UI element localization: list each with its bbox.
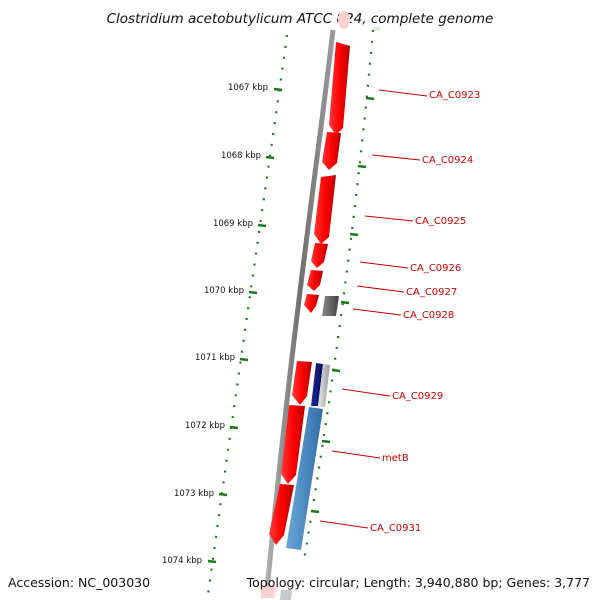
tick-1070 xyxy=(248,290,258,295)
leader-metB xyxy=(331,450,381,459)
gene-CA_C0928[interactable] xyxy=(304,294,319,313)
tick-1067 xyxy=(273,87,283,92)
label-leader-lines xyxy=(319,89,428,529)
kbp-label-1068: 1068 kbp xyxy=(221,151,261,161)
tick-1074 xyxy=(207,559,217,564)
kbp-label-1072: 1072 kbp xyxy=(185,421,225,431)
gene-CA_C0931[interactable] xyxy=(269,484,294,545)
faint-bottom-feature xyxy=(260,586,276,598)
leader-CA_C0929 xyxy=(341,388,391,397)
outer-dotted-ring xyxy=(302,29,375,561)
outer-tick-3 xyxy=(349,232,359,237)
gene-CA_C0929[interactable] xyxy=(292,361,312,405)
outer-tick-6 xyxy=(321,439,331,444)
blue-feature[interactable] xyxy=(286,407,323,550)
top-fragment-mark xyxy=(338,11,350,29)
tick-1068 xyxy=(265,155,275,160)
gene-label-CA_C0926[interactable]: CA_C0926 xyxy=(410,263,461,274)
genome-backbone xyxy=(264,29,336,591)
accession-text: Accession: NC_003030 xyxy=(8,575,150,590)
kbp-label-1067: 1067 kbp xyxy=(228,83,268,93)
gene-label-CA_C0923[interactable]: CA_C0923 xyxy=(429,90,480,101)
gene-CA_C0927[interactable] xyxy=(307,270,323,291)
navy-feature[interactable] xyxy=(311,363,323,406)
gene-label-CA_C0928[interactable]: CA_C0928 xyxy=(403,310,454,321)
tick-1073 xyxy=(218,492,228,497)
leader-CA_C0926 xyxy=(359,261,409,269)
kbp-label-1071: 1071 kbp xyxy=(195,353,235,363)
gene-CA_C0926[interactable] xyxy=(311,243,328,268)
leader-CA_C0927 xyxy=(356,285,405,293)
bottom-gray-feature xyxy=(280,590,292,600)
gene-metB[interactable] xyxy=(281,405,305,484)
kbp-label-1073: 1073 kbp xyxy=(174,489,214,499)
gene-CA_C0925[interactable] xyxy=(314,175,336,244)
outer-major-ticks xyxy=(310,96,375,514)
reverse-strand-features xyxy=(260,296,339,600)
kbp-label-1069: 1069 kbp xyxy=(213,219,253,229)
gene-CA_C0923[interactable] xyxy=(329,42,350,135)
gene-label-CA_C0927[interactable]: CA_C0927 xyxy=(406,287,457,298)
inner-major-ticks xyxy=(207,87,283,564)
topology-text: Topology: circular; Length: 3,940,880 bp… xyxy=(246,575,590,590)
leader-CA_C0931 xyxy=(319,520,369,529)
leader-CA_C0923 xyxy=(378,89,428,97)
leader-CA_C0924 xyxy=(371,154,421,161)
top-fragment-mark-right xyxy=(372,27,380,31)
gene-CA_C0924[interactable] xyxy=(322,132,341,170)
gene-label-metB[interactable]: metB xyxy=(382,453,409,464)
kbp-label-1074: 1074 kbp xyxy=(162,556,202,566)
map-title: Clostridium acetobutylicum ATCC 824, com… xyxy=(107,11,494,27)
tick-1072 xyxy=(229,425,239,430)
outer-tick-7 xyxy=(310,509,320,514)
outer-tick-2 xyxy=(357,164,367,169)
tick-1069 xyxy=(257,223,267,228)
gene-label-CA_C0925[interactable]: CA_C0925 xyxy=(415,216,466,227)
kbp-label-1070: 1070 kbp xyxy=(204,286,244,296)
leader-CA_C0925 xyxy=(364,215,414,222)
outer-tick-5 xyxy=(331,368,341,373)
forward-strand-genes xyxy=(269,42,350,545)
gene-label-CA_C0929[interactable]: CA_C0929 xyxy=(392,391,443,402)
light-feature[interactable] xyxy=(318,364,330,407)
gene-label-CA_C0931[interactable]: CA_C0931 xyxy=(370,523,421,534)
tick-1071 xyxy=(239,357,249,362)
gene-label-CA_C0924[interactable]: CA_C0924 xyxy=(422,155,473,166)
outer-tick-4 xyxy=(340,300,350,305)
leader-CA_C0928 xyxy=(352,308,402,316)
gray-feature[interactable] xyxy=(322,296,339,316)
outer-tick-1 xyxy=(365,96,375,101)
